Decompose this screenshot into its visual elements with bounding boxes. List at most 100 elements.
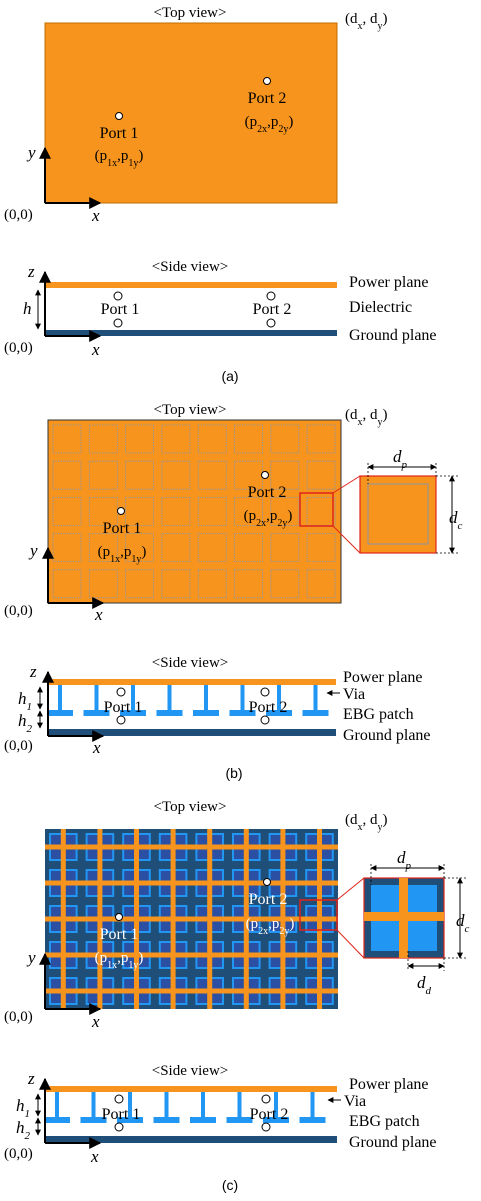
panel-b-power-plane-label: Power plane bbox=[343, 669, 423, 686]
panel-b-ebg-patch bbox=[270, 569, 300, 599]
panel-b-ebg-patch bbox=[270, 424, 300, 454]
panel-c-h1-label: h1 bbox=[16, 1096, 30, 1120]
panel-b-ebg-patch bbox=[88, 496, 118, 526]
panel-c-zoom-hstrip bbox=[364, 912, 444, 921]
panel-c-orange-strip-horizontal bbox=[45, 952, 338, 958]
panel-b-ebg-patch bbox=[125, 424, 154, 454]
panel-b-ebg-patch bbox=[234, 496, 263, 526]
panel-a-side-port2-top bbox=[266, 291, 276, 301]
panel-b-patch-grid bbox=[52, 424, 336, 599]
panel-b-side-port2-top bbox=[260, 687, 270, 697]
panel-c-side-ebg-patch bbox=[153, 1117, 180, 1123]
panel-c-power-plane-side bbox=[45, 1086, 337, 1092]
panel-c-side-ebg-patch bbox=[117, 1117, 143, 1123]
panel-c-side-via bbox=[164, 1092, 169, 1117]
panel-b-side-port1-top bbox=[116, 687, 126, 697]
panel-b-x-label-side: x bbox=[92, 738, 101, 757]
panel-c-h2-label: h2 bbox=[16, 1118, 31, 1142]
panel-c-side-view-title: <Side view> bbox=[152, 1063, 229, 1079]
panel-a-side-port1-label: Port 1 bbox=[101, 301, 140, 318]
panel-c-ground-plane-label: Ground plane bbox=[349, 1134, 437, 1151]
panel-b-ebg-patch bbox=[125, 569, 154, 599]
panel-a-side-port2-bottom bbox=[266, 318, 276, 328]
panel-b-ebg-patch bbox=[234, 460, 263, 490]
panel-c-side-port1-label: Port 1 bbox=[102, 1106, 141, 1123]
panel-b-ebg-patch bbox=[88, 460, 118, 490]
panel-b-ebg-patch bbox=[161, 460, 191, 490]
panel-b-side-ebg-patch bbox=[229, 710, 256, 716]
panel-c-zoom-line-top bbox=[336, 877, 365, 901]
panel-b-via-label: Via bbox=[343, 686, 365, 703]
panel-b-zoom-cell bbox=[359, 475, 437, 554]
panel-b: <Top view> (dx, dy) dp dc y x (0,0) Port… bbox=[4, 402, 463, 781]
panel-c-ground-plane-side bbox=[45, 1136, 337, 1143]
panel-b-port1-label: Port 1 bbox=[103, 520, 142, 537]
panel-c-top-view-title: <Top view> bbox=[154, 799, 227, 815]
panel-c-highlight-box bbox=[299, 899, 338, 931]
panel-c-orange-strip-horizontal bbox=[45, 916, 338, 922]
panel-a-caption: (a) bbox=[221, 368, 238, 384]
panel-c-side-ebg-patch bbox=[299, 1117, 326, 1123]
panel-b-x-label: x bbox=[94, 605, 103, 624]
panel-b-side-port2-bottom bbox=[260, 715, 270, 725]
panel-a-power-plane-label: Power plane bbox=[349, 274, 429, 291]
panel-c-orange-strip-horizontal bbox=[45, 880, 338, 886]
panel-b-z-label: z bbox=[29, 662, 37, 681]
panel-c-side-port1-top bbox=[114, 1094, 124, 1104]
panel-c-side-ebg-patch bbox=[80, 1117, 107, 1123]
panel-a-corner-dxdy: (dx, dy) bbox=[345, 11, 388, 32]
panel-b-port2-label: Port 2 bbox=[248, 484, 287, 501]
panel-b-ebg-patch bbox=[197, 533, 227, 562]
panel-b-side-via bbox=[313, 685, 318, 710]
panel-b-ebg-patch bbox=[270, 496, 300, 526]
panel-b-side-ebg-patch bbox=[156, 710, 183, 716]
panel-b-port2-marker bbox=[261, 471, 269, 479]
panel-b-ebg-patch bbox=[197, 460, 227, 490]
panel-c-side-port2-top bbox=[261, 1094, 271, 1104]
panel-c-side-via bbox=[128, 1092, 132, 1117]
panel-b-ebg-patch bbox=[52, 569, 82, 599]
panel-c-orange-strip-horizontal bbox=[45, 844, 338, 850]
panel-c-power-plane-label: Power plane bbox=[349, 1076, 429, 1093]
panel-c: <Top view> (dx, dy) dp dc dd y x (0,0) bbox=[4, 799, 470, 1193]
panel-b-ebg-patch bbox=[161, 569, 191, 599]
panel-b-side-ebg bbox=[47, 685, 329, 716]
panel-a-port2-marker bbox=[263, 77, 271, 85]
panel-c-zoom-line-bottom bbox=[336, 929, 365, 959]
panel-c-patch-grid bbox=[45, 829, 338, 1009]
panel-b-ebg-patch bbox=[161, 533, 191, 562]
panel-b-ebg-patch bbox=[88, 424, 118, 454]
panel-b-dp-label: dp bbox=[393, 447, 408, 471]
panel-c-orange-strip-horizontal bbox=[45, 988, 338, 994]
panel-b-side-view-title: <Side view> bbox=[152, 655, 229, 671]
panel-b-ground-plane-label: Ground plane bbox=[343, 727, 431, 744]
panel-a-port2-label: Port 2 bbox=[248, 90, 287, 107]
panel-a-h-label: h bbox=[23, 299, 32, 318]
panel-b-origin: (0,0) bbox=[4, 603, 33, 619]
panel-a: <Top view> (dx, dy) y x (0,0) Port 1 (p1… bbox=[4, 5, 437, 384]
panel-c-port2-label: Port 2 bbox=[249, 891, 288, 908]
panel-b-ebg-patch bbox=[234, 569, 263, 599]
panel-c-origin-side: (0,0) bbox=[4, 1146, 33, 1162]
panel-b-port1-coord: (p1x,p1y) bbox=[98, 544, 147, 565]
panel-b-ebg-patch bbox=[306, 569, 336, 599]
panel-a-side-view-title: <Side view> bbox=[152, 259, 229, 275]
panel-b-ebg-patch bbox=[306, 460, 336, 490]
panel-c-dp-label: dp bbox=[397, 848, 412, 872]
panel-b-ebg-patch-label: EBG patch bbox=[343, 706, 414, 723]
panel-a-port2-coord: (p2x,p2y) bbox=[245, 114, 294, 135]
panel-b-side-via bbox=[240, 685, 245, 710]
panel-c-caption: (c) bbox=[222, 1177, 238, 1193]
panel-c-side-port2-label: Port 2 bbox=[250, 1106, 289, 1123]
panel-c-port2-coord: (p2x,p2y) bbox=[246, 916, 295, 937]
panel-a-x-label: x bbox=[91, 206, 100, 225]
panel-c-side-ebg-patch bbox=[226, 1117, 253, 1123]
panel-b-caption: (b) bbox=[225, 765, 242, 781]
panel-b-zoom-patch bbox=[367, 483, 429, 545]
panel-c-y-label: y bbox=[26, 948, 36, 967]
panel-b-side-port1-label: Port 1 bbox=[104, 699, 143, 716]
panel-c-port1-label: Port 1 bbox=[100, 926, 139, 943]
panel-b-ebg-patch bbox=[161, 496, 191, 526]
panel-a-power-plane-top bbox=[44, 22, 338, 204]
panel-b-side-via bbox=[131, 685, 135, 710]
